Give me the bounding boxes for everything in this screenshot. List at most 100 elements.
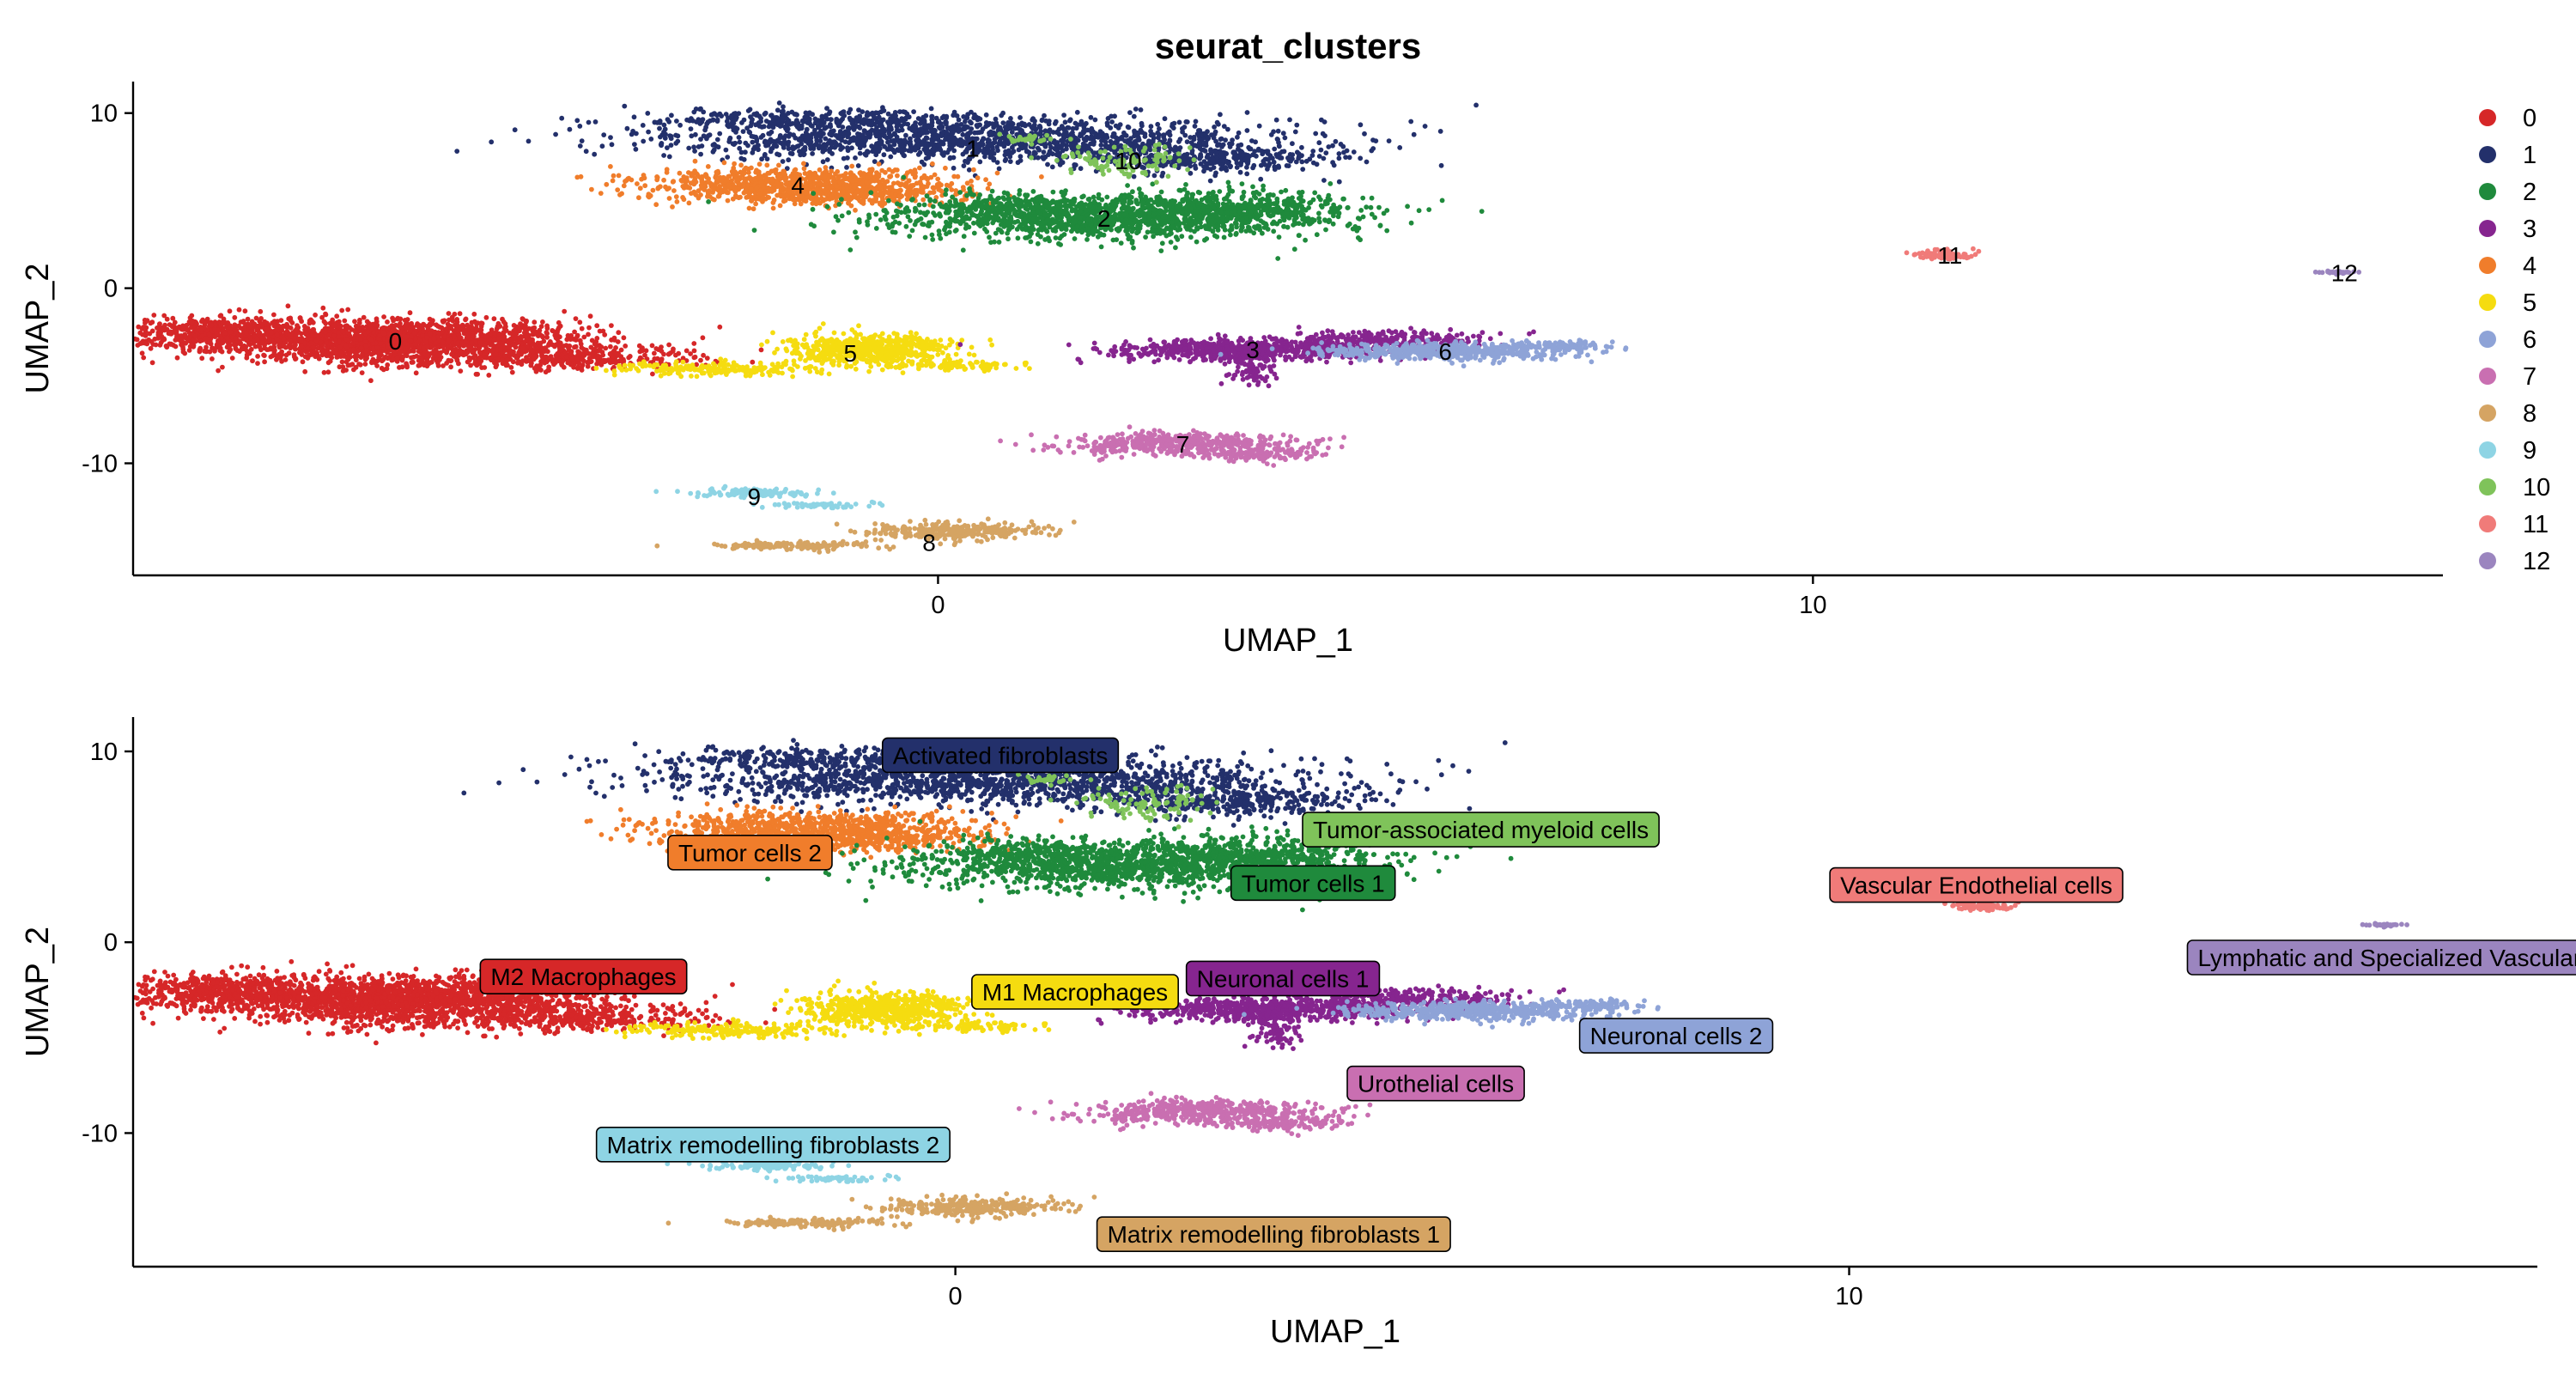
cluster-5-point bbox=[836, 346, 841, 351]
cluster-1-point bbox=[1281, 131, 1286, 136]
cluster-1-point bbox=[908, 137, 913, 142]
cluster-5-point bbox=[815, 369, 820, 374]
cluster-0-point bbox=[272, 348, 277, 353]
cluster-1-point bbox=[1293, 130, 1298, 135]
cluster-0-point bbox=[555, 351, 560, 356]
cluster-1-point bbox=[777, 152, 782, 157]
cluster-0-point bbox=[255, 354, 260, 359]
cluster-0-point bbox=[358, 337, 363, 342]
cluster-0-point bbox=[640, 347, 645, 352]
cluster-1-point bbox=[586, 120, 592, 125]
cluster-0-point bbox=[243, 308, 248, 313]
cluster-0-point bbox=[425, 344, 430, 350]
cluster-1-point bbox=[1180, 126, 1185, 131]
cluster-0-point bbox=[458, 368, 463, 374]
cluster-points bbox=[132, 100, 2361, 555]
cluster-5-point bbox=[836, 341, 841, 346]
cluster-0-point bbox=[519, 341, 524, 346]
cluster-1-point bbox=[778, 133, 783, 138]
cluster-1-point bbox=[1205, 129, 1210, 134]
cluster-0-point bbox=[532, 342, 537, 347]
cluster-1-point bbox=[944, 130, 949, 135]
cluster-1-point bbox=[967, 167, 972, 173]
cluster-0-point bbox=[510, 370, 515, 375]
cluster-1-point bbox=[1139, 107, 1144, 112]
cluster-0-point bbox=[360, 370, 365, 375]
cluster-0-point bbox=[574, 316, 579, 321]
cluster-0-point bbox=[538, 362, 543, 368]
cluster-1-point bbox=[808, 143, 813, 149]
cluster-1-point bbox=[1116, 125, 1121, 131]
cluster-0-point bbox=[340, 329, 345, 334]
cluster-5-point bbox=[827, 372, 832, 377]
cluster-1-point bbox=[1047, 119, 1052, 124]
cluster-1-point bbox=[658, 135, 663, 140]
cluster-1-point bbox=[1473, 103, 1479, 108]
cluster-0-point bbox=[404, 347, 409, 352]
cluster-1-point bbox=[1018, 154, 1024, 159]
cluster-5-point bbox=[594, 366, 599, 371]
cluster-0-point bbox=[269, 355, 274, 360]
cluster-1-point bbox=[951, 131, 956, 136]
cluster-0-point bbox=[673, 353, 678, 358]
cluster-5-point bbox=[729, 368, 734, 373]
cluster-1-point bbox=[577, 124, 582, 129]
cluster-0-point bbox=[570, 356, 575, 362]
cluster-0-point bbox=[357, 325, 362, 331]
cluster-1-point bbox=[984, 120, 989, 125]
cluster-5-point bbox=[817, 325, 823, 331]
cluster-1-point bbox=[725, 155, 730, 160]
cluster-5-point bbox=[869, 358, 874, 363]
cluster-1-point bbox=[659, 143, 664, 148]
cluster-0-point bbox=[410, 360, 415, 365]
cluster-5-point bbox=[970, 365, 975, 370]
cluster-5-point bbox=[721, 369, 726, 374]
cluster-5-point bbox=[708, 365, 713, 370]
cluster-0-point bbox=[140, 350, 145, 356]
cluster-0-point bbox=[256, 332, 261, 337]
cluster-1-point bbox=[1024, 149, 1030, 155]
cluster-5-point bbox=[883, 358, 888, 363]
cluster-5-point bbox=[747, 368, 752, 374]
cluster-0-point bbox=[650, 372, 655, 377]
cluster-0-point bbox=[586, 325, 592, 331]
cluster-1-point bbox=[825, 157, 830, 162]
cluster-1-point bbox=[1018, 115, 1023, 120]
cluster-0-point bbox=[379, 341, 384, 346]
cluster-1-point bbox=[860, 132, 866, 137]
cluster-1-point bbox=[1161, 135, 1166, 140]
cluster-5-point bbox=[813, 356, 818, 361]
cluster-1-point bbox=[1067, 119, 1072, 124]
cluster-1-point bbox=[1316, 140, 1321, 145]
cluster-0-point bbox=[287, 350, 292, 356]
cluster-0-point bbox=[372, 322, 377, 327]
cluster-0-point bbox=[455, 341, 460, 346]
cluster-0-point bbox=[617, 359, 622, 364]
cluster-1-point bbox=[823, 137, 828, 142]
cluster-5-point bbox=[950, 339, 955, 344]
cluster-5-point bbox=[623, 363, 628, 368]
cluster-1-point bbox=[629, 132, 635, 137]
cluster-5-point bbox=[628, 362, 633, 368]
cluster-0-point bbox=[271, 324, 276, 329]
cluster-5-point bbox=[1023, 362, 1028, 368]
cluster-1-point bbox=[1245, 128, 1250, 133]
cluster-0-point bbox=[488, 331, 493, 337]
cluster-0-point bbox=[520, 317, 526, 322]
cluster-0-point bbox=[164, 344, 169, 350]
cluster-0-point bbox=[596, 354, 601, 359]
cluster-0-point bbox=[447, 311, 452, 316]
cluster-0-point bbox=[556, 358, 562, 363]
cluster-0-point bbox=[228, 330, 234, 335]
cluster-1-point bbox=[858, 145, 863, 150]
cluster-0-point bbox=[225, 336, 230, 341]
cluster-0-point bbox=[466, 344, 471, 350]
cluster-0-point bbox=[482, 365, 487, 370]
cluster-1-point bbox=[1322, 133, 1327, 138]
cluster-5-point bbox=[678, 364, 683, 369]
cluster-5-point bbox=[916, 353, 921, 358]
cluster-5-point bbox=[802, 337, 807, 342]
cluster-1-point bbox=[987, 131, 992, 136]
cluster-1-point bbox=[1106, 116, 1111, 121]
cluster-0-point bbox=[337, 339, 342, 344]
